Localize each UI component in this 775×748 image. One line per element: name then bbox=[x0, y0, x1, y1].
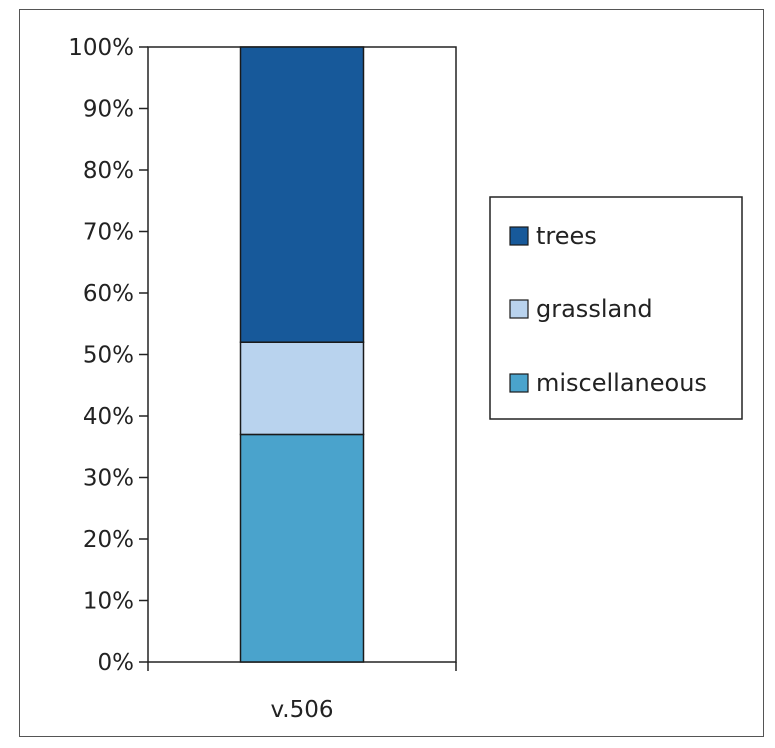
y-tick-label: 20% bbox=[83, 527, 134, 553]
y-tick-label: 50% bbox=[83, 343, 134, 369]
y-tick-label: 100% bbox=[68, 35, 134, 61]
bar-segment-trees bbox=[239, 46, 365, 343]
legend-label-trees: trees bbox=[536, 222, 597, 250]
y-tick-label: 30% bbox=[83, 466, 134, 492]
legend-swatch-grassland bbox=[509, 299, 529, 319]
y-tick-label: 0% bbox=[98, 650, 135, 676]
y-tick-label: 40% bbox=[83, 404, 134, 430]
legend-label-miscellaneous: miscellaneous bbox=[536, 369, 707, 397]
legend-swatch-trees bbox=[509, 226, 529, 246]
x-tick-label: v.506 bbox=[270, 697, 333, 723]
legend-swatch-miscellaneous bbox=[509, 373, 529, 393]
y-tick-label: 80% bbox=[83, 158, 134, 184]
legend-label-grassland: grassland bbox=[536, 295, 653, 323]
legend-box bbox=[489, 196, 743, 420]
y-tick-label: 10% bbox=[83, 589, 134, 615]
y-tick-label: 90% bbox=[83, 97, 134, 123]
bar-segment-miscellaneous bbox=[239, 433, 365, 663]
y-tick-label: 70% bbox=[83, 220, 134, 246]
bar-segment-grassland bbox=[239, 341, 365, 436]
y-tick-label: 60% bbox=[83, 281, 134, 307]
